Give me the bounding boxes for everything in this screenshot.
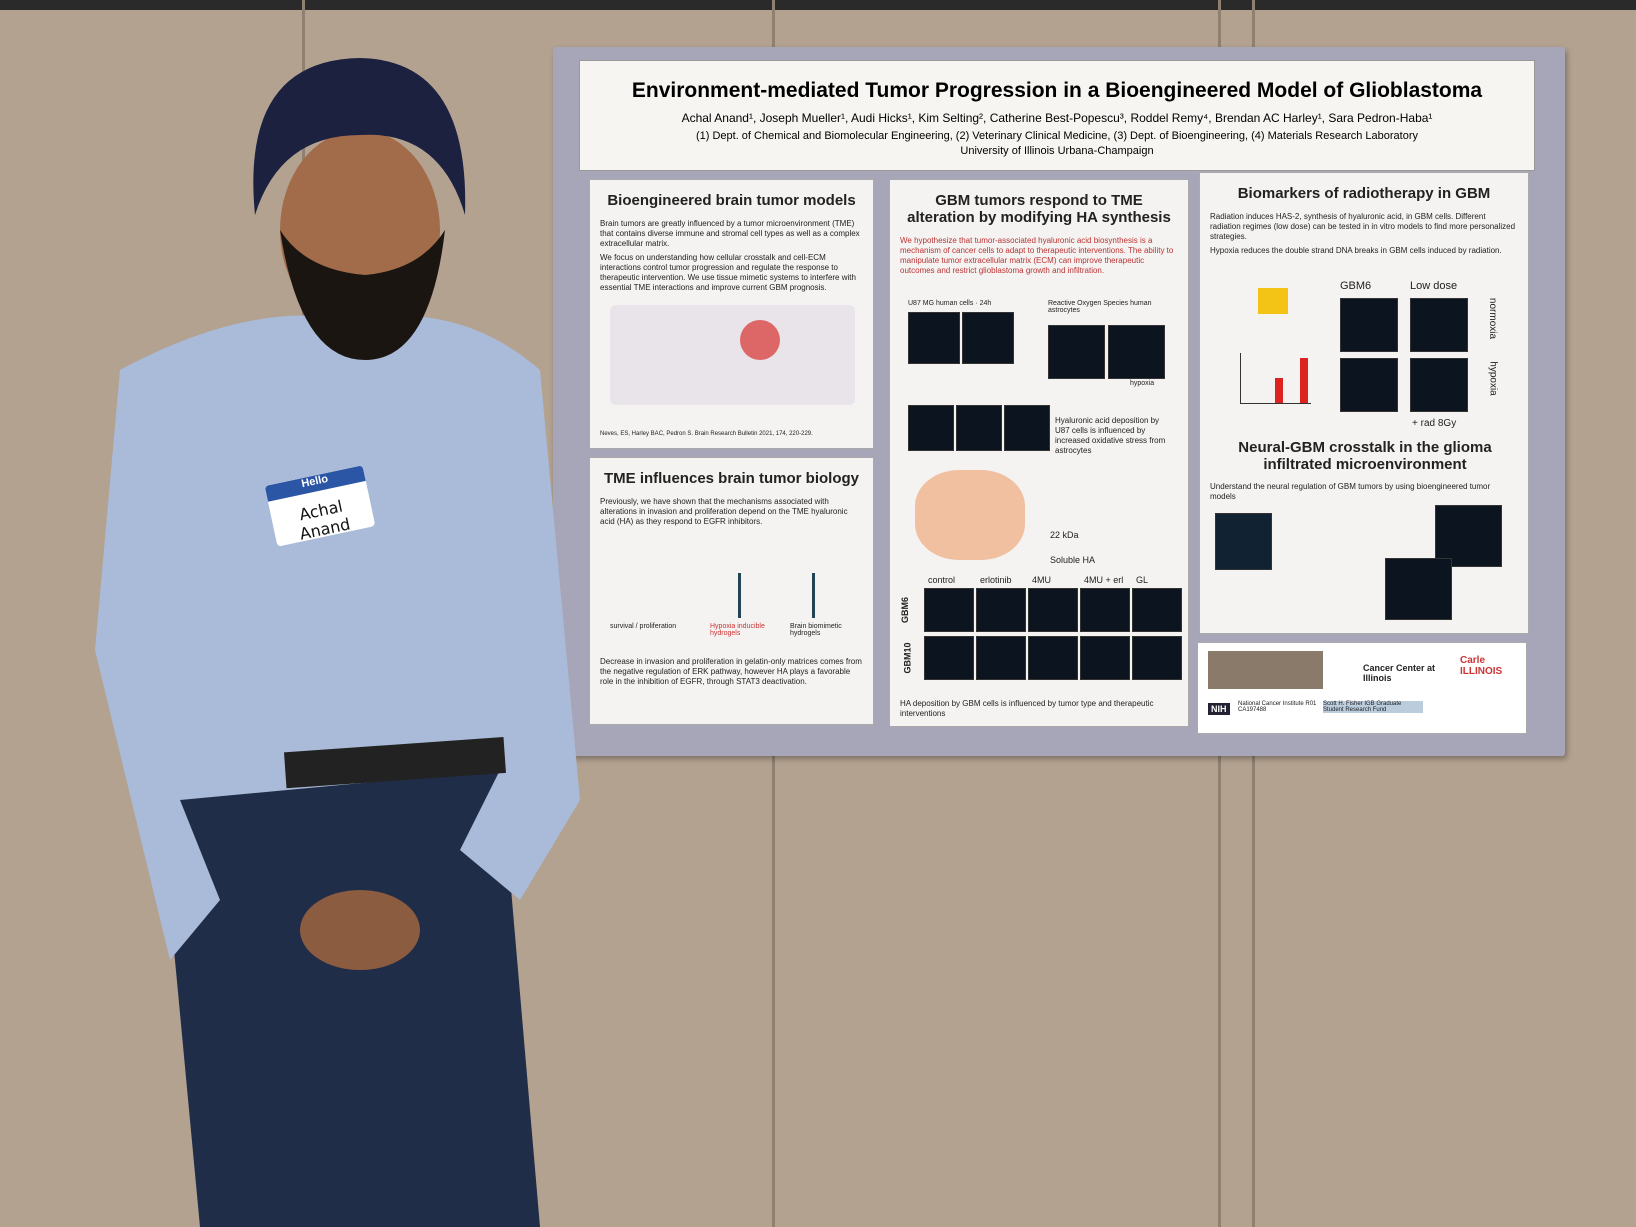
paragraph: Understand the neural regulation of GBM … — [1210, 482, 1491, 501]
row-label: hypoxia — [1487, 361, 1499, 396]
diagram — [610, 305, 855, 405]
section-title: TME influences brain tumor biology — [603, 470, 859, 487]
logos: Cancer Center at Illinois Carle ILLINOIS… — [1197, 642, 1527, 734]
logo-text: Cancer Center at Illinois — [1363, 663, 1436, 683]
micrograph — [1028, 636, 1078, 680]
figure-label: + rad 8Gy — [1412, 418, 1457, 429]
figure-label: Soluble HA — [1050, 555, 1096, 565]
micrograph — [908, 405, 954, 451]
poster: Environment-mediated Tumor Progression i… — [553, 47, 1565, 756]
section: GBM tumors respond to TME alteration by … — [889, 179, 1189, 727]
section: Biomarkers of radiotherapy in GBM Radiat… — [1199, 172, 1529, 634]
tumor-cell — [740, 320, 780, 360]
university: University of Illinois Urbana-Champaign — [960, 145, 1154, 157]
micrograph — [956, 405, 1002, 451]
affiliations: (1) Dept. of Chemical and Biomolecular E… — [695, 130, 1419, 142]
column-label: control — [928, 575, 956, 585]
paragraph: Decrease in invasion and proliferation i… — [600, 657, 862, 686]
micrograph — [1215, 513, 1272, 570]
logo-text: Scott H. Fisher IGB Graduate Student Res… — [1323, 701, 1423, 713]
column-label: erlotinib — [980, 575, 1012, 585]
micrograph — [1004, 405, 1050, 451]
figure-label: U87 MG human cells · 24h — [908, 300, 992, 307]
micrograph — [1108, 325, 1165, 379]
section-title: GBM tumors respond to TME alteration by … — [907, 192, 1171, 226]
cell-diagram — [915, 470, 1025, 560]
micrograph — [1028, 588, 1078, 632]
paragraph: Hyaluronic acid deposition by U87 cells … — [1055, 416, 1166, 455]
figure-label: hypoxia — [1130, 380, 1155, 387]
column-label: GBM6 — [1340, 280, 1372, 292]
micrograph — [1048, 325, 1105, 379]
section-title: Biomarkers of radiotherapy in GBM — [1237, 185, 1491, 202]
paragraph: We focus on understanding how cellular c… — [600, 253, 856, 292]
figure-label: Hypoxia inducible hydrogels — [710, 623, 765, 637]
micrograph — [976, 588, 1026, 632]
radiation-icon — [1258, 288, 1288, 314]
micrograph — [1410, 358, 1468, 412]
micrograph — [976, 636, 1026, 680]
micrograph — [1410, 298, 1468, 352]
paragraph: Brain tumors are greatly influenced by a… — [600, 219, 860, 248]
logo-text: Carle ILLINOIS — [1460, 655, 1503, 677]
ceiling — [0, 0, 1636, 10]
section-title: Bioengineered brain tumor models — [607, 192, 856, 209]
paragraph: Previously, we have shown that the mecha… — [600, 497, 848, 526]
section: TME influences brain tumor biology Previ… — [589, 457, 874, 725]
arrow — [812, 573, 815, 618]
bar — [1275, 378, 1283, 403]
micrograph — [962, 312, 1014, 364]
paragraph: Radiation induces HAS-2, synthesis of hy… — [1210, 212, 1516, 241]
section-title: Neural-GBM crosstalk in the glioma infil… — [1238, 439, 1492, 473]
row-label: GBM10 — [902, 642, 913, 674]
hypothesis: We hypothesize that tumor-associated hya… — [900, 236, 1174, 275]
logo-text: National Cancer Institute R01 CA197488 — [1238, 701, 1317, 713]
column-label: Low dose — [1410, 280, 1458, 292]
reference: Neves, ES, Harley BAC, Pedron S. Brain R… — [600, 431, 813, 437]
micrograph — [1080, 588, 1130, 632]
micrograph — [1385, 558, 1452, 620]
beard — [280, 230, 445, 360]
paragraph: HA deposition by GBM cells is influenced… — [900, 699, 1154, 718]
figure-label: Reactive Oxygen Species human astrocytes — [1048, 300, 1152, 314]
building-photo — [1208, 651, 1323, 689]
row-label: normoxia — [1487, 297, 1499, 340]
micrograph — [924, 588, 974, 632]
logo-text: NIH — [1208, 703, 1230, 715]
micrograph — [1132, 636, 1182, 680]
authors: Achal Anand¹, Joseph Mueller¹, Audi Hick… — [681, 111, 1433, 125]
micrograph — [924, 636, 974, 680]
paragraph: Hypoxia reduces the double strand DNA br… — [1210, 246, 1502, 255]
arrow — [738, 573, 741, 618]
hands — [300, 890, 420, 970]
row-label: GBM6 — [900, 596, 911, 624]
belt — [284, 737, 506, 789]
figure-label: 22 kDa — [1050, 530, 1079, 540]
bar — [1300, 358, 1308, 403]
turban — [253, 58, 466, 215]
micrograph — [1435, 505, 1502, 567]
micrograph — [1340, 358, 1398, 412]
column-label: 4MU — [1032, 575, 1052, 585]
figure-label: Brain biomimetic hydrogels — [790, 623, 842, 637]
poster-title: Environment-mediated Tumor Progression i… — [631, 79, 1483, 102]
jeans — [160, 760, 540, 1227]
person — [95, 58, 580, 1227]
column-label: GL — [1136, 575, 1149, 585]
poster-header: Environment-mediated Tumor Progression i… — [579, 60, 1535, 171]
micrograph — [1080, 636, 1130, 680]
figure-label: survival / proliferation — [610, 623, 677, 630]
micrograph — [1340, 298, 1398, 352]
micrograph — [1132, 588, 1182, 632]
section: Bioengineered brain tumor models Brain t… — [589, 179, 874, 449]
column-label: 4MU + erl — [1084, 575, 1124, 585]
bar-chart — [1240, 353, 1311, 404]
micrograph — [908, 312, 960, 364]
shirt — [95, 315, 580, 960]
